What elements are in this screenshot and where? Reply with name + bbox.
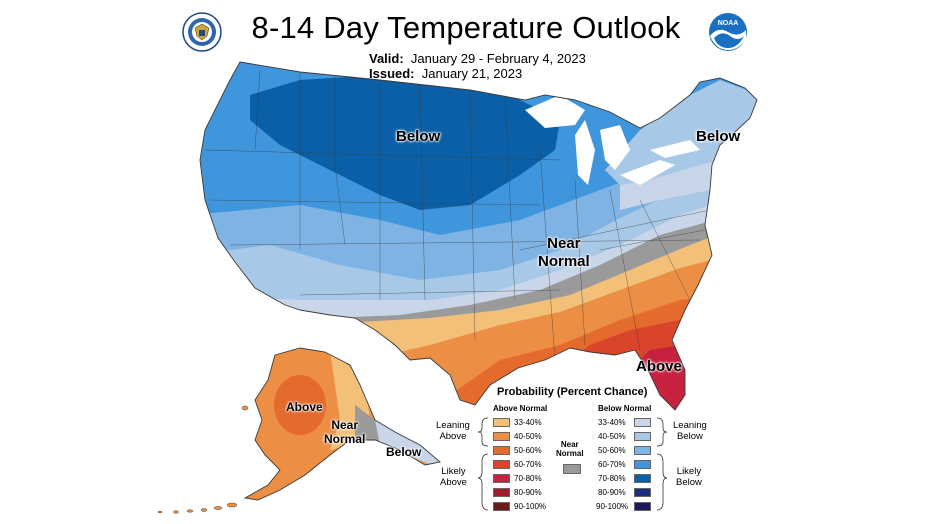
range-label: 50-60% <box>598 446 626 455</box>
range-label: 70-80% <box>598 474 626 483</box>
leaning-below-label: Leaning Below <box>673 420 707 442</box>
legend-braces-above <box>477 417 489 511</box>
range-label: 70-80% <box>514 474 542 483</box>
range-label: 80-90% <box>598 488 626 497</box>
aleutian-islands <box>157 405 249 514</box>
range-label: 40-50% <box>514 432 542 441</box>
range-label: 90-100% <box>596 502 629 511</box>
valid-row: Valid: January 29 - February 4, 2023 <box>369 51 586 66</box>
valid-value: January 29 - February 4, 2023 <box>410 51 586 66</box>
range-label: 60-70% <box>598 460 626 469</box>
swatch-below-90-100 <box>634 502 651 511</box>
swatch-below-70-80 <box>634 474 651 483</box>
swatch-above-70-80 <box>493 474 510 483</box>
swatch-above-60-70 <box>493 460 510 469</box>
label-below-north: Below <box>396 128 441 145</box>
range-label: 60-70% <box>514 460 542 469</box>
leaning-above-label: Leaning Above <box>436 420 470 442</box>
label-above-southeast: Above <box>636 358 682 375</box>
legend-title: Probability (Percent Chance) <box>497 386 648 398</box>
label-near-normal: Near Normal <box>538 235 590 270</box>
swatch-above-80-90 <box>493 488 510 497</box>
label-below-northeast: Below <box>696 128 741 145</box>
map-title: 8-14 Day Temperature Outlook <box>251 10 681 45</box>
issued-row: Issued: January 21, 2023 <box>369 66 522 81</box>
noaa-logo-icon: NOAA <box>709 13 747 51</box>
range-label: 80-90% <box>514 488 542 497</box>
issued-label: Issued: <box>369 66 415 81</box>
likely-above-label: Likely Above <box>440 466 467 488</box>
range-label: 40-50% <box>598 432 626 441</box>
range-label: 50-60% <box>514 446 542 455</box>
swatch-below-60-70 <box>634 460 651 469</box>
legend-braces-below <box>656 417 668 511</box>
swatch-below-33-40 <box>634 418 651 427</box>
likely-below-label: Likely Below <box>676 466 702 488</box>
legend-below-header: Below Normal <box>598 404 652 413</box>
swatch-below-50-60 <box>634 446 651 455</box>
doc-seal-icon <box>182 12 222 52</box>
noaa-text: NOAA <box>718 20 739 27</box>
swatch-below-80-90 <box>634 488 651 497</box>
swatch-above-40-50 <box>493 432 510 441</box>
swatch-near-normal <box>563 464 581 474</box>
near-normal-label: Near Normal <box>556 440 584 458</box>
range-label: 33-40% <box>598 418 626 427</box>
label-ak-above: Above <box>286 400 323 414</box>
label-ak-below: Below <box>386 445 422 459</box>
swatch-above-90-100 <box>493 502 510 511</box>
label-ak-near-normal: Near Normal <box>324 418 366 446</box>
valid-label: Valid: <box>369 51 404 66</box>
swatch-above-50-60 <box>493 446 510 455</box>
swatch-above-33-40 <box>493 418 510 427</box>
legend-above-header: Above Normal <box>493 404 548 413</box>
range-label: 33-40% <box>514 418 542 427</box>
range-label: 90-100% <box>514 502 547 511</box>
swatch-below-40-50 <box>634 432 651 441</box>
issued-value: January 21, 2023 <box>421 66 523 81</box>
